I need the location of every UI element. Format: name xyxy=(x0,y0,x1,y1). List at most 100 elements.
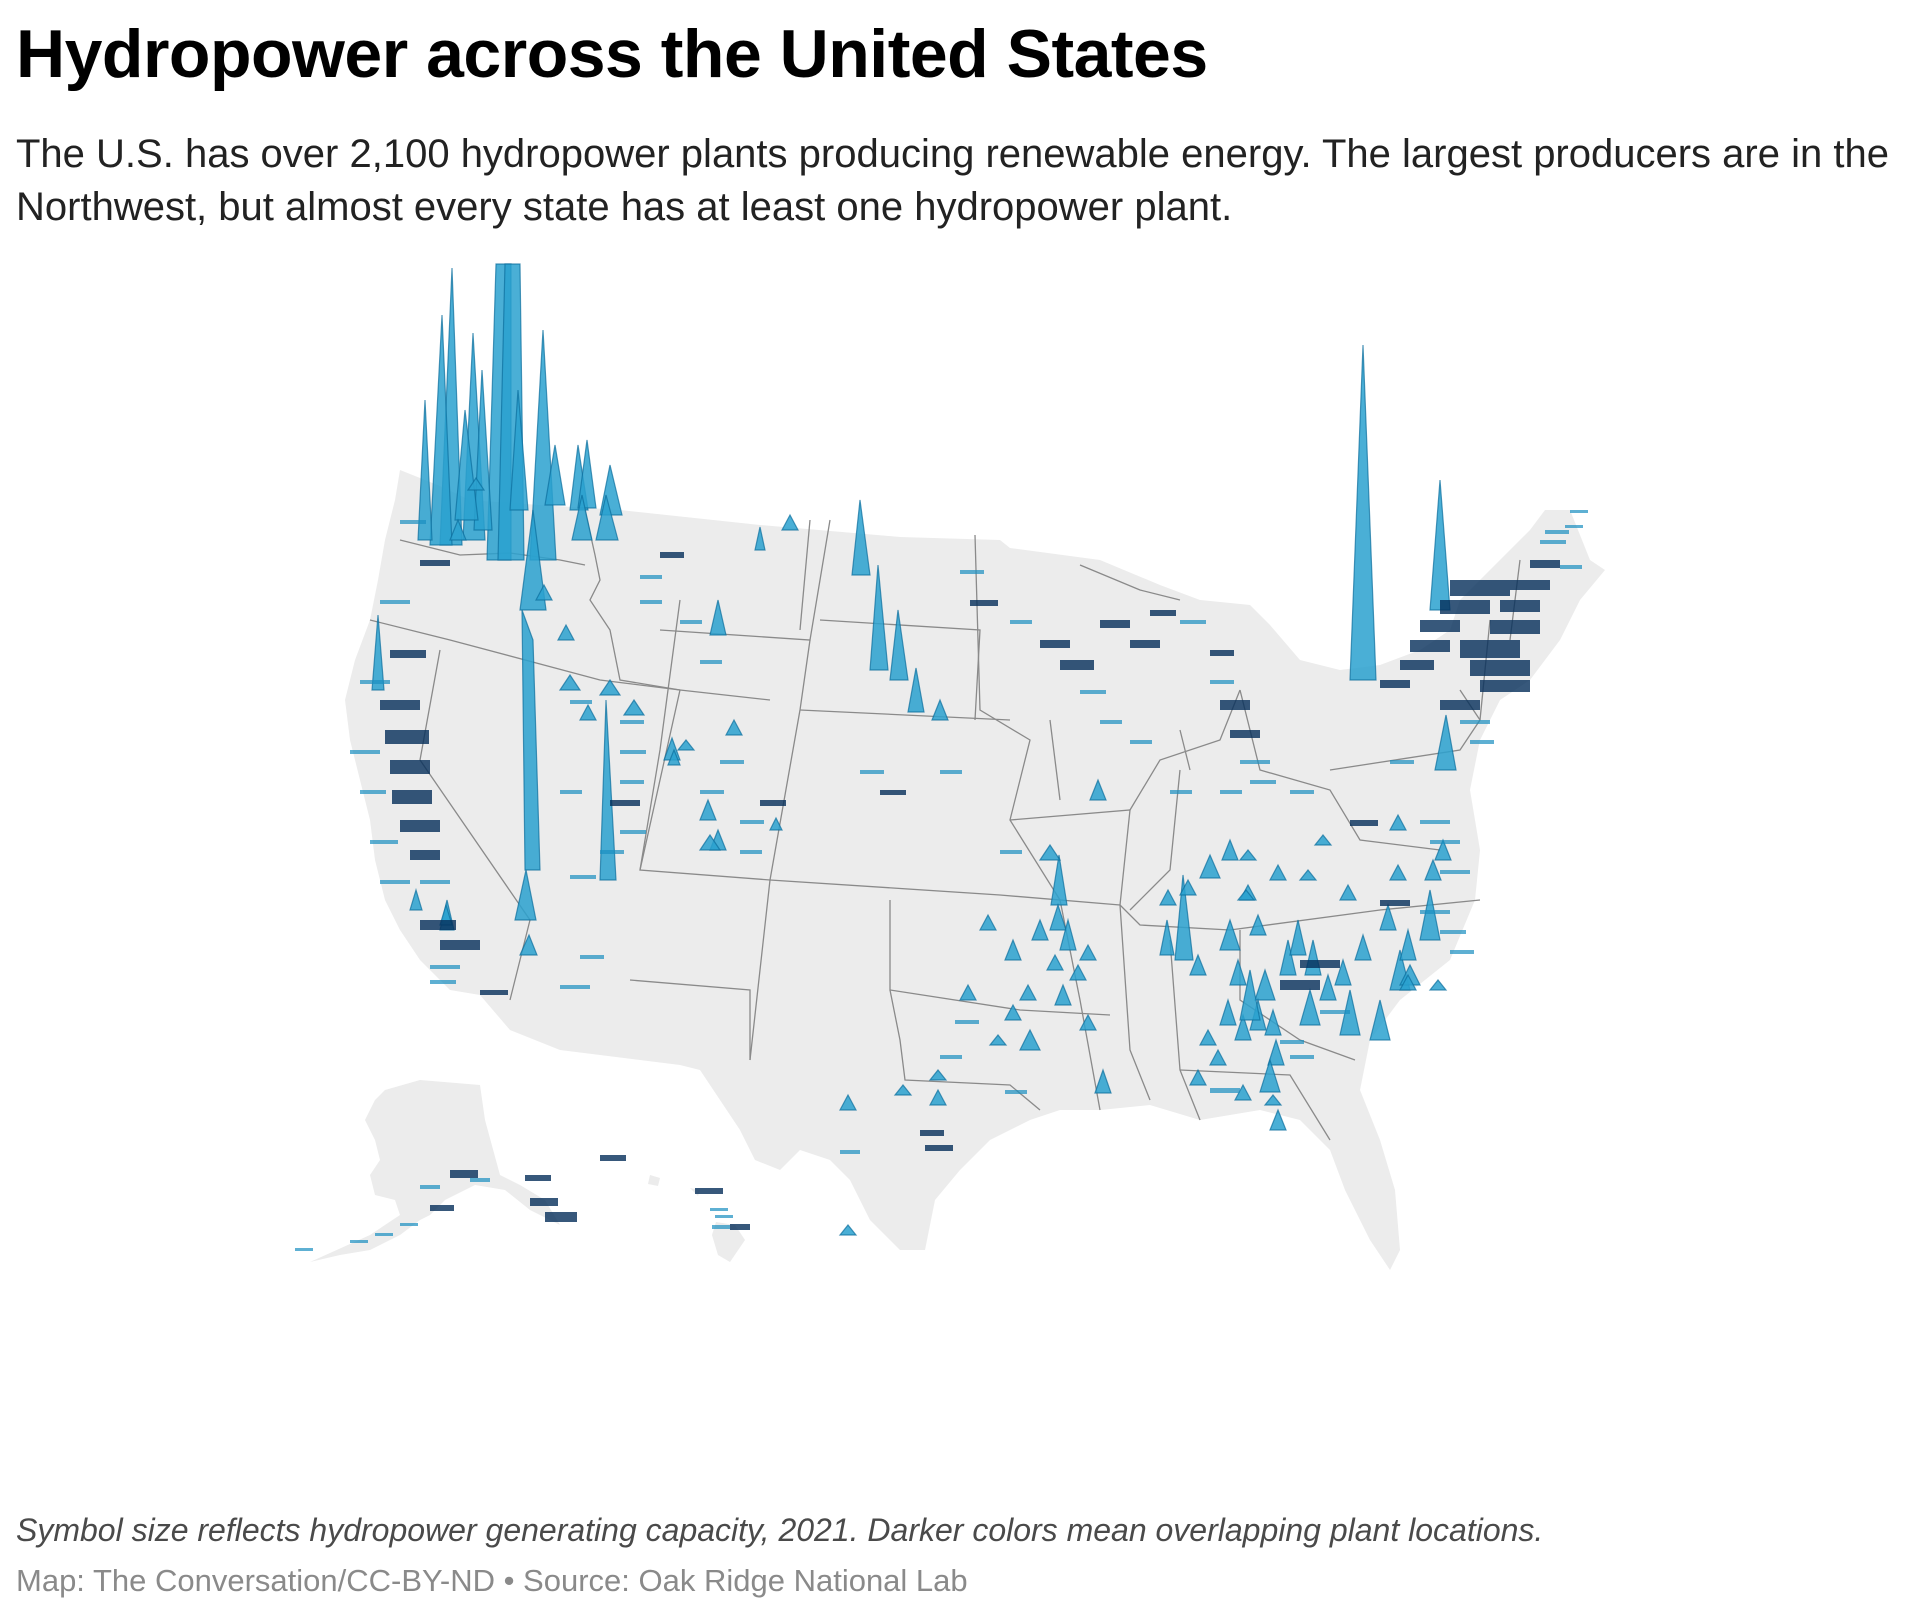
plant-spike xyxy=(709,599,727,636)
plant-spike xyxy=(1279,939,1297,976)
plant-dash xyxy=(620,750,646,754)
plant-spike xyxy=(1004,938,1022,961)
plant-spike xyxy=(1219,918,1241,951)
plant-spike xyxy=(1419,889,1441,941)
plant-spike xyxy=(1263,1094,1283,1106)
plant-dash xyxy=(580,955,604,959)
plant-dash xyxy=(1290,1055,1314,1059)
plant-spike xyxy=(1334,958,1352,986)
plant-spike xyxy=(754,526,766,551)
plant-dash xyxy=(1080,690,1106,694)
plant-spike xyxy=(1069,963,1087,981)
plant-dash xyxy=(840,1150,860,1154)
plant-spike xyxy=(557,623,575,641)
plant-spike xyxy=(1349,344,1377,681)
plant-dash xyxy=(560,790,582,794)
plant-dash xyxy=(570,875,596,879)
plant-spike xyxy=(959,983,977,1001)
plant-spike xyxy=(1179,878,1197,896)
plant-dash xyxy=(1060,660,1094,670)
plant-spike xyxy=(544,444,566,506)
plant-spike xyxy=(676,739,696,751)
plant-dash xyxy=(1530,560,1560,568)
plant-dash xyxy=(1510,580,1550,590)
plant-spike xyxy=(1389,813,1407,831)
plant-spike xyxy=(571,494,593,541)
plant-dash xyxy=(560,985,590,989)
plant-dash xyxy=(640,575,662,579)
plant-dash xyxy=(940,1055,962,1059)
plant-spike xyxy=(667,748,681,766)
plant-dash xyxy=(1210,1088,1240,1093)
plant-spike xyxy=(409,887,423,911)
plant-spike xyxy=(1038,843,1062,861)
plant-dash xyxy=(1570,510,1588,513)
plant-dash xyxy=(420,880,450,884)
plant-dash xyxy=(740,820,764,824)
plant-dash xyxy=(1460,640,1520,658)
plant-dash xyxy=(925,1145,953,1151)
plant-spike xyxy=(1267,1038,1285,1066)
plant-dash xyxy=(392,790,432,804)
plant-dash xyxy=(1290,790,1314,794)
plant-spike xyxy=(521,609,541,871)
plant-spike xyxy=(1269,863,1287,881)
plant-dash xyxy=(620,720,644,724)
plant-dash xyxy=(1150,610,1176,616)
plant-dash xyxy=(1000,850,1022,854)
page-subtitle: The U.S. has over 2,100 hydropower plant… xyxy=(16,132,1889,229)
plant-dash xyxy=(1450,580,1510,596)
plant-dash xyxy=(1440,870,1470,874)
plant-spike xyxy=(1089,778,1107,801)
plant-dash xyxy=(470,1178,490,1182)
plant-dash xyxy=(1280,980,1320,990)
plant-dash xyxy=(1500,600,1540,612)
plant-dash xyxy=(400,1223,418,1226)
plant-dash xyxy=(1250,780,1276,784)
plant-dash xyxy=(400,820,440,832)
plant-dash xyxy=(1440,930,1466,934)
plant-dash xyxy=(1220,790,1242,794)
plant-dash xyxy=(1440,700,1480,710)
plant-dash xyxy=(760,800,786,806)
plant-dash xyxy=(570,700,592,704)
plant-dash xyxy=(350,1240,368,1243)
plant-spike xyxy=(928,1069,948,1081)
plant-spike xyxy=(1094,1068,1112,1094)
plant-dash xyxy=(1180,620,1206,624)
plant-dash xyxy=(712,1225,730,1229)
plant-dash xyxy=(960,570,984,574)
alaska-land xyxy=(310,1080,560,1262)
plant-spike xyxy=(769,816,783,831)
plant-spike xyxy=(1259,1057,1281,1093)
plant-spike xyxy=(1434,838,1452,861)
plant-spike xyxy=(519,933,538,956)
plant-spike xyxy=(1234,1013,1252,1041)
plant-dash xyxy=(370,840,398,844)
plant-dash xyxy=(715,1215,733,1218)
plant-spike xyxy=(1434,714,1457,771)
small-plant-markers xyxy=(295,510,1588,1251)
plant-dash xyxy=(640,600,662,604)
plant-spike xyxy=(417,399,433,541)
hawaii-land xyxy=(648,1175,745,1262)
plant-dash xyxy=(740,850,762,854)
plant-spike xyxy=(429,314,453,546)
plant-spike xyxy=(1059,917,1077,951)
plant-dash xyxy=(530,1198,558,1206)
plant-spike xyxy=(595,494,619,541)
plant-spike xyxy=(449,518,467,541)
plant-dash xyxy=(1130,740,1152,744)
plant-dash xyxy=(1440,600,1490,614)
plant-spike xyxy=(893,1084,913,1096)
plant-dash xyxy=(1240,760,1270,764)
plant-spike xyxy=(371,614,385,691)
plant-dash xyxy=(660,552,684,558)
plant-dash xyxy=(295,1248,313,1251)
plant-dash xyxy=(1170,790,1192,794)
plant-spike xyxy=(1189,1068,1207,1086)
plant-spike xyxy=(1428,979,1448,991)
plant-spike xyxy=(1079,943,1097,961)
plant-dash xyxy=(525,1175,551,1181)
plant-dash xyxy=(700,660,722,664)
